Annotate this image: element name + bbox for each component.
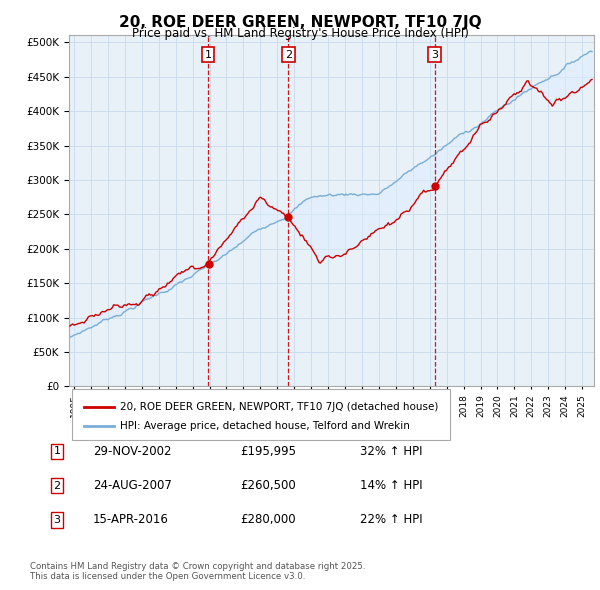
Text: 1: 1: [53, 447, 61, 456]
Text: HPI: Average price, detached house, Telford and Wrekin: HPI: Average price, detached house, Telf…: [120, 421, 410, 431]
Text: 2: 2: [285, 50, 292, 60]
Text: 32% ↑ HPI: 32% ↑ HPI: [360, 445, 422, 458]
Text: Price paid vs. HM Land Registry's House Price Index (HPI): Price paid vs. HM Land Registry's House …: [131, 27, 469, 40]
Text: £195,995: £195,995: [240, 445, 296, 458]
Text: 14% ↑ HPI: 14% ↑ HPI: [360, 479, 422, 492]
Text: 1: 1: [205, 50, 212, 60]
Text: £260,500: £260,500: [240, 479, 296, 492]
Text: 20, ROE DEER GREEN, NEWPORT, TF10 7JQ: 20, ROE DEER GREEN, NEWPORT, TF10 7JQ: [119, 15, 481, 30]
Text: 22% ↑ HPI: 22% ↑ HPI: [360, 513, 422, 526]
Text: 2: 2: [53, 481, 61, 490]
Text: £280,000: £280,000: [240, 513, 296, 526]
Text: Contains HM Land Registry data © Crown copyright and database right 2025.
This d: Contains HM Land Registry data © Crown c…: [30, 562, 365, 581]
Text: 3: 3: [431, 50, 438, 60]
Text: 15-APR-2016: 15-APR-2016: [93, 513, 169, 526]
Text: 20, ROE DEER GREEN, NEWPORT, TF10 7JQ (detached house): 20, ROE DEER GREEN, NEWPORT, TF10 7JQ (d…: [120, 402, 439, 412]
Text: 24-AUG-2007: 24-AUG-2007: [93, 479, 172, 492]
Text: 3: 3: [53, 515, 61, 525]
Text: 29-NOV-2002: 29-NOV-2002: [93, 445, 172, 458]
